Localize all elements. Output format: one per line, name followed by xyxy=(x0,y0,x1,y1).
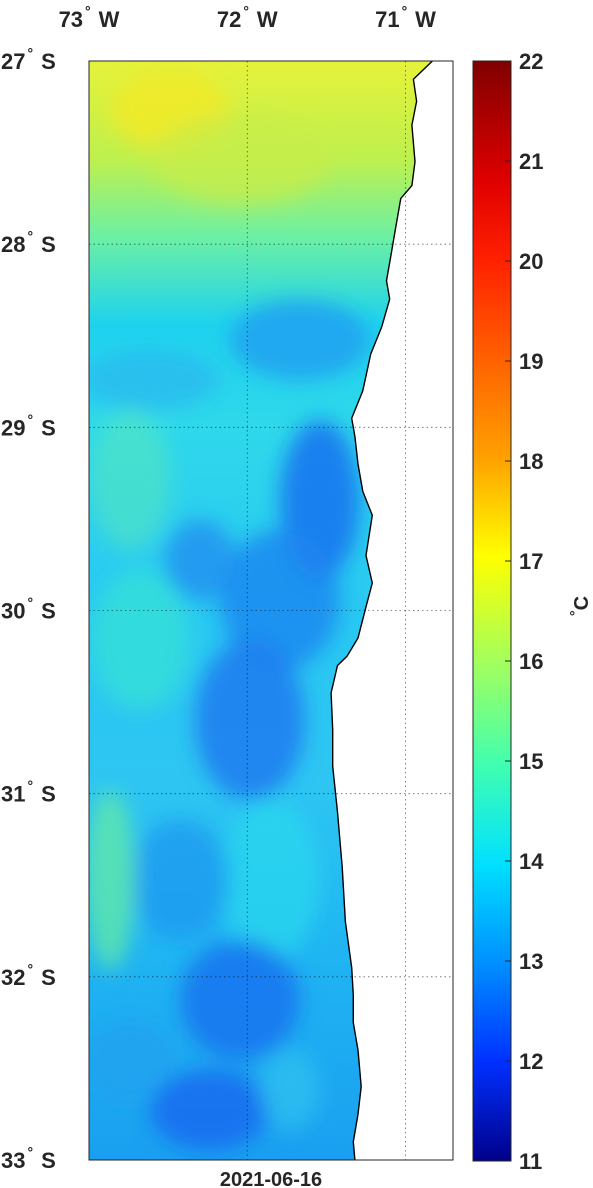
longitude-tick-label: 71 ° W xyxy=(375,3,436,32)
colorbar-tick-label: 12 xyxy=(519,1049,543,1074)
longitude-tick-label: 73 ° W xyxy=(59,3,120,32)
colorbar-tick-label: 11 xyxy=(519,1149,542,1174)
colorbar-tick-label: 17 xyxy=(519,549,543,574)
latitude-tick-label: 30 ° S xyxy=(1,595,56,624)
colorbar-tick-label: 18 xyxy=(519,449,543,474)
latitude-tick-label: 33 ° S xyxy=(1,1144,56,1173)
latitude-tick-label: 31 ° S xyxy=(1,778,56,807)
latitude-tick-label: 27 ° S xyxy=(1,45,56,74)
svg-text:°C: °C xyxy=(567,596,593,616)
latitude-tick-label: 32 ° S xyxy=(1,961,56,990)
colorbar-gradient xyxy=(472,60,512,1162)
colorbar-unit-text: C xyxy=(571,596,593,610)
longitude-tick-label: 72 ° W xyxy=(217,3,278,32)
gridlines xyxy=(89,61,453,1160)
colorbar-tick-label: 15 xyxy=(519,749,543,774)
colorbar-unit-degree: ° xyxy=(567,610,583,616)
colorbar-ticks: 22 21 20 19 18 17 16 15 14 13 12 11 xyxy=(505,49,544,1174)
map-axes-box xyxy=(88,60,454,1161)
coastline xyxy=(330,60,433,1161)
latitude-tick-label: 29 ° S xyxy=(1,411,56,440)
latitude-tick-labels: 27 ° S 28 ° S 29 ° S 30 ° S 31 ° S 32 ° S 33 ° S xyxy=(1,45,56,1173)
colorbar-tick-label: 14 xyxy=(519,849,544,874)
colorbar-unit-label: °C xyxy=(567,596,593,616)
colorbar: 22 21 20 19 18 17 16 15 14 13 12 11 °C xyxy=(472,49,593,1174)
latitude-tick-label: 28 ° S xyxy=(1,228,56,257)
colorbar-tick-label: 22 xyxy=(519,49,543,74)
colorbar-tick-label: 21 xyxy=(519,149,543,174)
colorbar-tick-label: 13 xyxy=(519,949,543,974)
longitude-tick-labels: 73 ° W 72 ° W 71 ° W xyxy=(59,3,437,32)
colorbar-tick-label: 20 xyxy=(519,249,543,274)
date-label: 2021-06-16 xyxy=(220,1169,322,1188)
colorbar-tick-label: 19 xyxy=(519,349,543,374)
colorbar-tick-label: 16 xyxy=(519,649,543,674)
